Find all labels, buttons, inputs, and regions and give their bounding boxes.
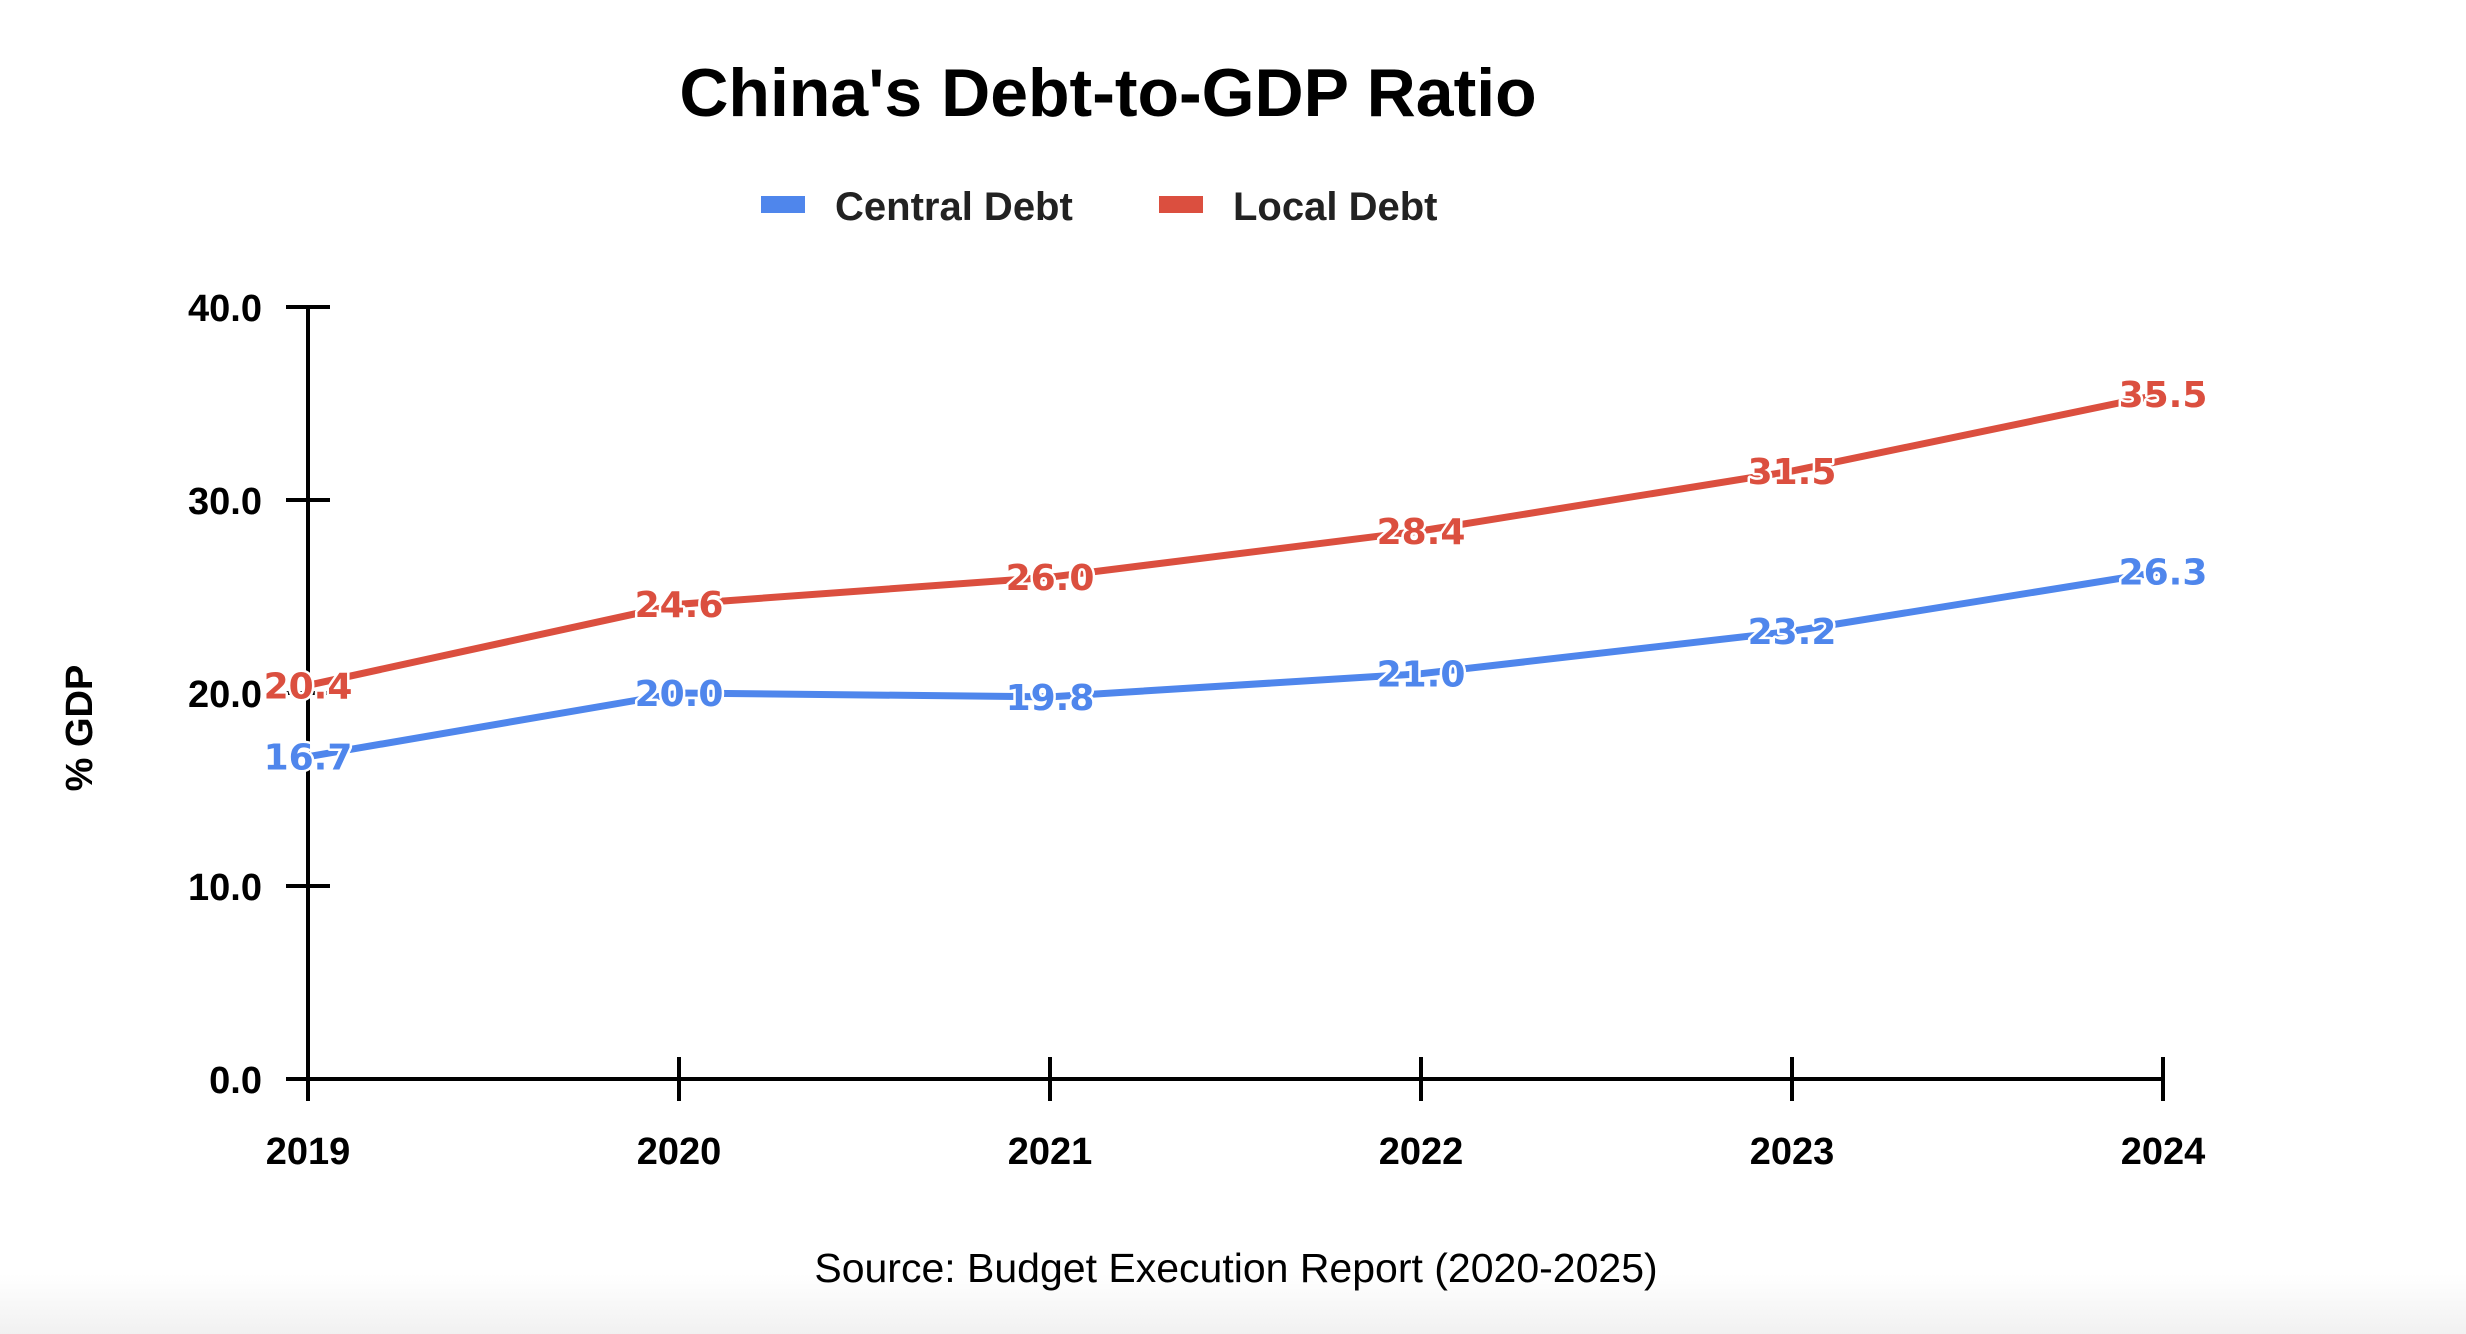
data-labels: 16.7 20.0 19.8 21.0 23.2 26.3 20.4 24.6 26.0 28.4… (261, 372, 2210, 781)
y-tick-label: 30.0 (188, 481, 262, 523)
x-tick-label: 2022 (1379, 1131, 1464, 1173)
legend-swatch-central-debt (761, 196, 805, 213)
data-label: 21.0 (1377, 655, 1466, 696)
y-tick-label: 0.0 (209, 1060, 262, 1102)
x-axis: 2019 2020 2021 2022 2023 2024 (266, 1057, 2206, 1173)
series-line-local-debt (307, 390, 2164, 689)
y-tick-label: 10.0 (188, 867, 262, 909)
legend: Central Debt Local Debt (761, 185, 1437, 229)
legend-item-central-debt[interactable]: Central Debt (761, 185, 1073, 229)
legend-item-local-debt[interactable]: Local Debt (1159, 185, 1437, 229)
legend-label-local-debt: Local Debt (1233, 185, 1437, 229)
y-tick-label: 40.0 (188, 288, 262, 330)
series-line-central-debt (307, 567, 2164, 761)
y-tick-label: 20.0 (188, 674, 262, 716)
chart-title: China's Debt-to-GDP Ratio (679, 55, 1536, 131)
x-tick-label: 2019 (266, 1131, 351, 1173)
x-tick-label: 2024 (2121, 1131, 2206, 1173)
data-label: 24.6 (635, 585, 724, 626)
bottom-shade (0, 1274, 2466, 1334)
y-axis-title: % GDP (59, 665, 101, 792)
data-label: 31.5 (1748, 452, 1837, 493)
data-label: 20.4 (264, 666, 353, 707)
data-label: 16.7 (264, 738, 353, 779)
data-label: 28.4 (1377, 512, 1466, 553)
data-label: 26.0 (1006, 558, 1095, 599)
source-note: Source: Budget Execution Report (2020-20… (814, 1245, 1657, 1291)
data-label: 23.2 (1748, 612, 1837, 653)
data-label: 35.5 (2119, 375, 2208, 416)
series-group (307, 390, 2164, 761)
data-label: 26.3 (2119, 552, 2208, 593)
data-label: 20.0 (635, 674, 724, 715)
x-tick-label: 2021 (1008, 1131, 1093, 1173)
x-tick-label: 2023 (1750, 1131, 1835, 1173)
legend-label-central-debt: Central Debt (835, 185, 1073, 229)
x-tick-label: 2020 (637, 1131, 722, 1173)
y-axis: 0.0 10.0 20.0 30.0 40.0 (188, 288, 330, 1102)
legend-swatch-local-debt (1159, 196, 1203, 213)
data-label: 19.8 (1006, 678, 1095, 719)
